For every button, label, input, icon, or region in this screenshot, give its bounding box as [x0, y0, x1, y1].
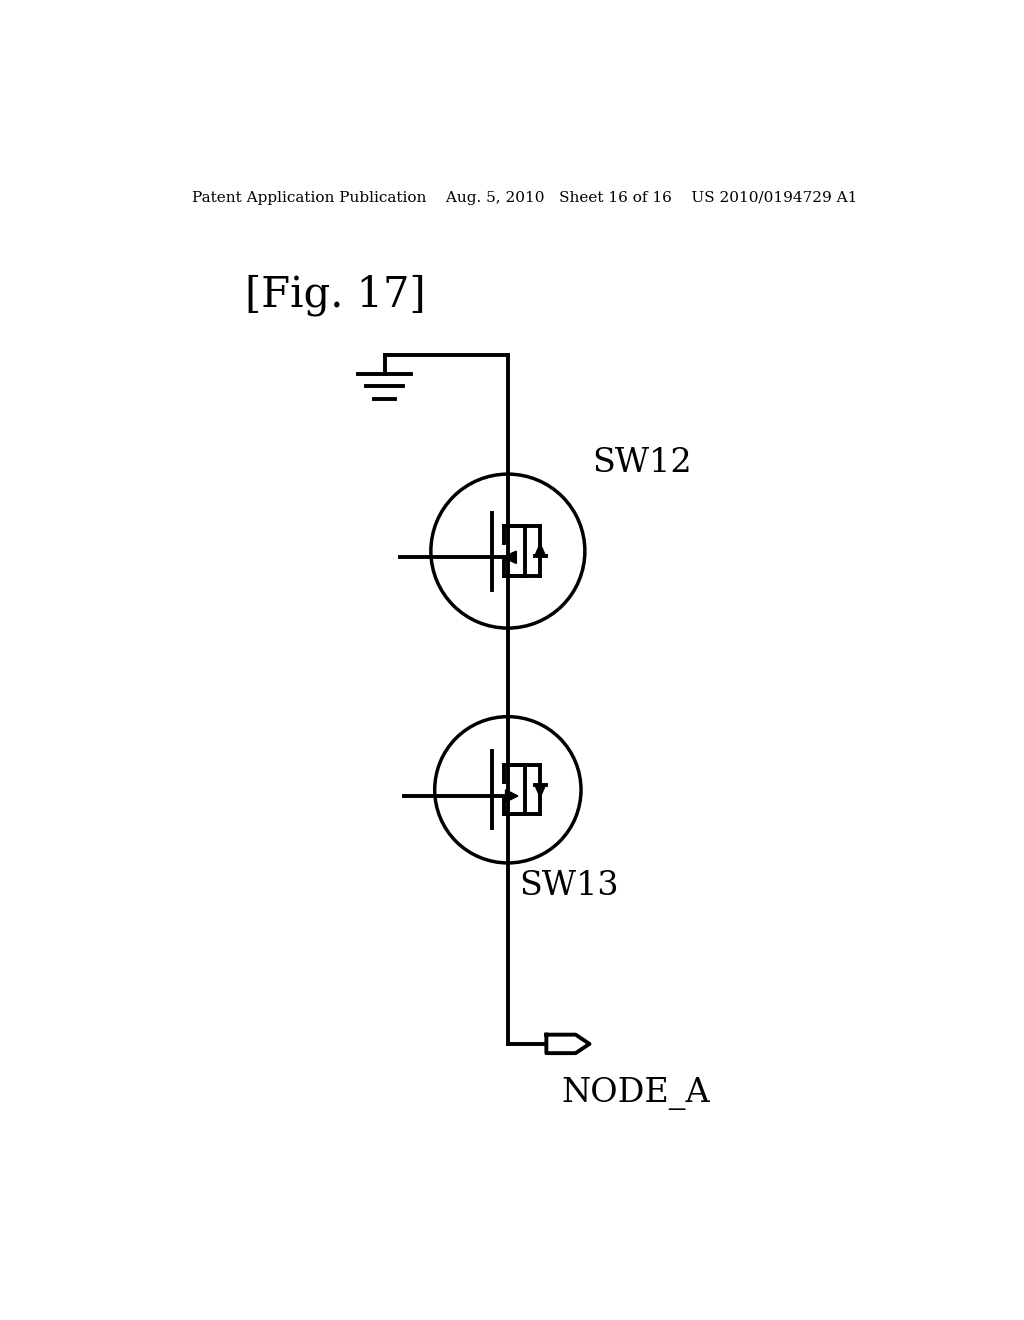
- Text: [Fig. 17]: [Fig. 17]: [245, 275, 425, 317]
- Polygon shape: [506, 789, 518, 803]
- Polygon shape: [535, 785, 546, 797]
- Text: NODE_A: NODE_A: [562, 1077, 711, 1110]
- Text: SW12: SW12: [593, 446, 692, 479]
- Text: SW13: SW13: [519, 870, 620, 902]
- Polygon shape: [535, 544, 546, 556]
- Polygon shape: [503, 552, 516, 564]
- Text: Patent Application Publication    Aug. 5, 2010   Sheet 16 of 16    US 2010/01947: Patent Application Publication Aug. 5, 2…: [193, 191, 857, 206]
